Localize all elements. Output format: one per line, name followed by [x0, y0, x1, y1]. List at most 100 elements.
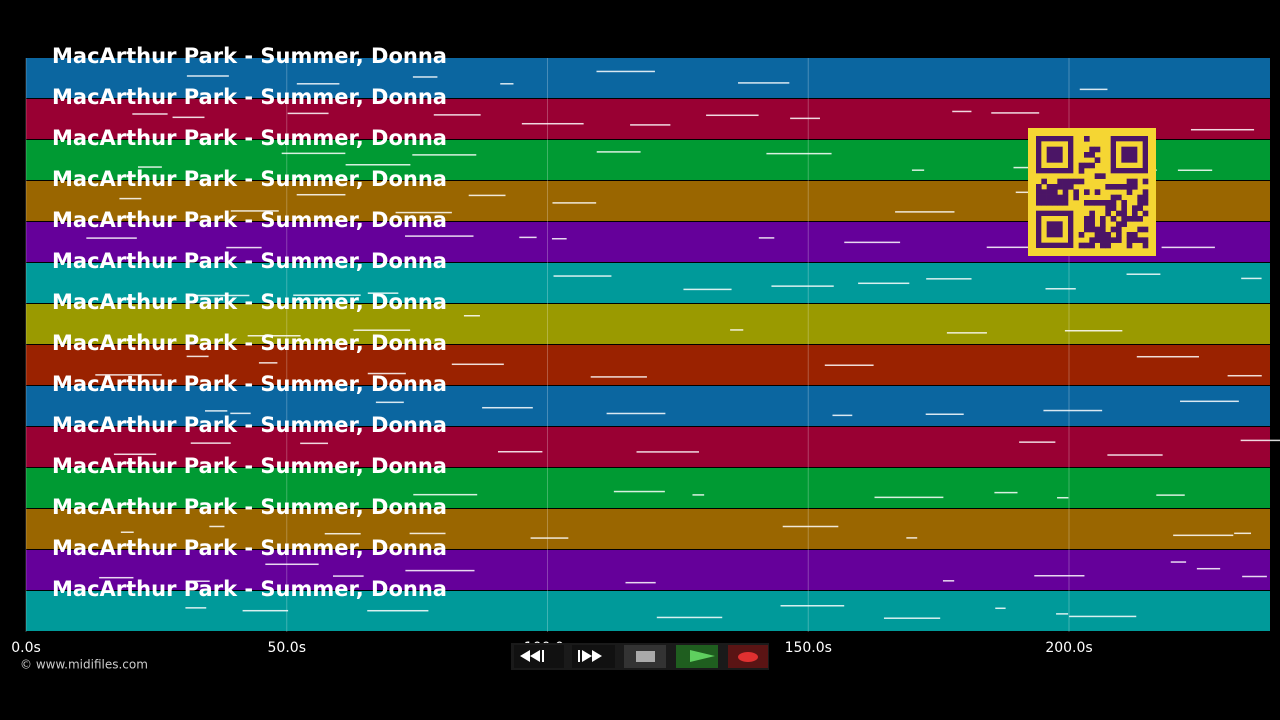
qr-cell — [1105, 200, 1111, 206]
note — [625, 581, 656, 584]
qr-cell — [1137, 205, 1143, 211]
note — [99, 576, 134, 579]
qr-cell — [1132, 184, 1138, 190]
note — [530, 537, 569, 539]
note — [519, 236, 537, 239]
track-row — [26, 263, 1270, 303]
qr-cell — [1094, 189, 1101, 195]
qr-cell — [1062, 200, 1069, 206]
qr-cell — [1084, 216, 1090, 222]
stop-button[interactable] — [624, 645, 666, 668]
rewind-icon — [520, 650, 544, 662]
note — [926, 278, 972, 280]
note — [590, 376, 647, 378]
controls — [511, 643, 769, 670]
qr-cell — [1100, 221, 1106, 227]
qr-cell — [1105, 210, 1111, 217]
note — [683, 288, 732, 291]
record-button[interactable] — [728, 645, 768, 668]
note — [636, 451, 699, 453]
qr-cell — [1084, 221, 1090, 227]
note — [1227, 374, 1262, 377]
track-label: MacArthur Park - Summer, Donna — [52, 413, 447, 437]
note — [946, 332, 987, 334]
note — [656, 616, 723, 619]
note — [265, 563, 319, 566]
qr-cell — [1078, 162, 1085, 169]
note — [209, 525, 225, 528]
note — [782, 525, 839, 528]
note — [296, 83, 340, 85]
note — [824, 364, 874, 366]
qr-cell — [1100, 200, 1106, 206]
note — [844, 241, 901, 244]
qr-cell — [1062, 194, 1069, 201]
qr-cell — [1084, 200, 1090, 206]
note — [463, 314, 480, 317]
qr-cell — [1132, 178, 1138, 185]
qr-cell — [1073, 178, 1079, 185]
note — [758, 237, 775, 239]
note — [551, 237, 567, 240]
qr-cell — [1116, 210, 1122, 217]
qr-cell — [1105, 237, 1111, 243]
note — [172, 116, 205, 119]
qr-cell — [1137, 194, 1143, 201]
qr-cell — [1052, 194, 1058, 201]
note — [500, 83, 514, 85]
note — [132, 113, 168, 115]
qr-cell — [1142, 226, 1149, 233]
note — [1136, 355, 1199, 358]
tick-label: 0.0s — [11, 640, 41, 656]
qr-cell — [1116, 226, 1122, 233]
note — [412, 76, 438, 78]
forward-button[interactable] — [572, 645, 615, 668]
note — [1057, 496, 1069, 499]
note — [482, 406, 533, 409]
rewind-button[interactable] — [514, 645, 564, 668]
note — [553, 275, 612, 277]
qr-cell — [1105, 205, 1111, 211]
note — [1107, 454, 1163, 456]
qr-cell — [1052, 189, 1058, 195]
note — [345, 164, 411, 166]
note — [375, 401, 404, 404]
note — [986, 246, 1045, 249]
note — [906, 537, 918, 539]
note — [451, 363, 504, 366]
note — [1196, 567, 1221, 570]
qr-cell — [1036, 184, 1042, 190]
track-row — [26, 591, 1270, 631]
qr-cell — [1089, 237, 1095, 243]
qr-cell — [1041, 194, 1047, 201]
note — [1241, 277, 1262, 280]
qr-cell — [1078, 232, 1085, 238]
note — [606, 412, 666, 415]
qr-cell — [1121, 210, 1127, 217]
track-label: MacArthur Park - Summer, Donna — [52, 331, 447, 355]
qr-cell — [1142, 210, 1149, 217]
track-label: MacArthur Park - Summer, Donna — [52, 454, 447, 478]
qr-cell — [1089, 221, 1095, 227]
note — [995, 607, 1006, 610]
note — [738, 82, 790, 84]
qr-cell — [1100, 226, 1106, 233]
track-label: MacArthur Park - Summer, Donna — [52, 372, 447, 396]
qr-cell — [1110, 194, 1117, 201]
note — [883, 617, 941, 619]
note — [367, 609, 429, 612]
note — [790, 117, 820, 120]
note — [190, 580, 210, 582]
note — [258, 362, 278, 364]
play-button[interactable] — [676, 645, 718, 668]
qr-finder — [1046, 146, 1063, 163]
track-label: MacArthur Park - Summer, Donna — [52, 577, 447, 601]
qr-cell — [1089, 152, 1095, 158]
track-label: MacArthur Park - Summer, Donna — [52, 85, 447, 109]
note — [858, 282, 910, 285]
qr-cell — [1057, 178, 1063, 185]
qr-cell — [1036, 200, 1042, 206]
note — [137, 166, 162, 168]
qr-cell — [1132, 205, 1138, 211]
